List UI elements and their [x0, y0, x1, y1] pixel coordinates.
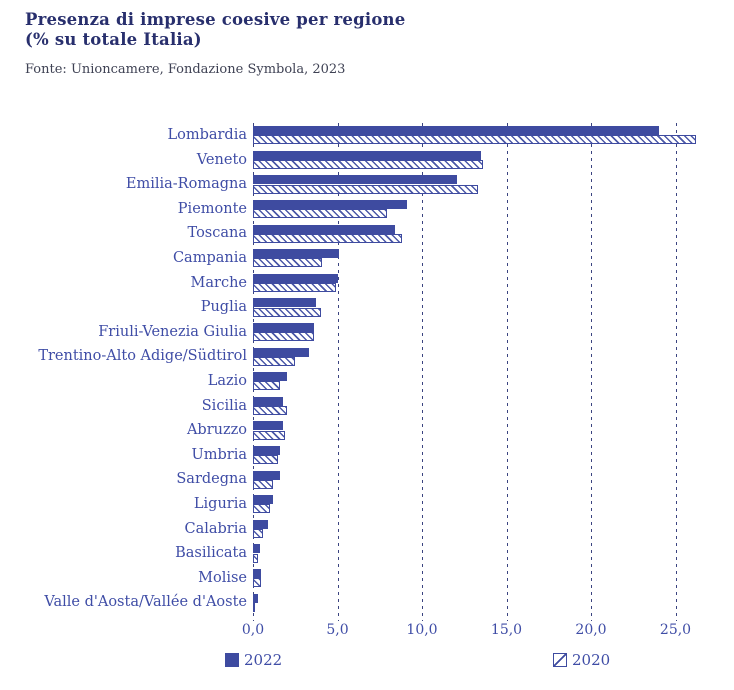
bar-2022 — [253, 445, 281, 456]
gridline-25 — [675, 123, 677, 621]
region-label: Campania — [172, 250, 247, 266]
region-label: Basilicata — [175, 545, 247, 562]
bar-2020 — [253, 184, 478, 194]
bar-2020 — [253, 479, 274, 489]
region-label: Veneto — [196, 151, 247, 168]
bar-2022 — [253, 199, 407, 210]
bar-2020 — [253, 381, 281, 391]
gridline-15 — [506, 123, 508, 621]
bar-2022 — [253, 396, 284, 406]
bar-2020 — [253, 282, 336, 293]
legend-label-2022: 2022 — [244, 651, 283, 669]
bar-2020 — [253, 553, 259, 563]
bar-2022 — [253, 126, 659, 136]
bar-2022 — [253, 273, 338, 283]
bar-2022 — [253, 249, 340, 259]
region-label: Puglia — [200, 299, 247, 316]
region-label: Toscana — [187, 225, 247, 242]
x-tick-label: 25,0 — [659, 622, 692, 638]
region-label: Lazio — [207, 373, 247, 389]
bar-2020 — [253, 578, 262, 588]
x-tick-label: 5,0 — [326, 622, 349, 638]
bar-2020 — [253, 159, 483, 170]
bar-2022 — [253, 593, 259, 603]
bar-2020 — [253, 504, 270, 514]
bar-2022 — [253, 150, 482, 160]
region-label: Sicilia — [201, 397, 247, 414]
x-tick-label: 10,0 — [406, 622, 438, 638]
bar-2022 — [253, 470, 281, 480]
bar-2022 — [253, 322, 314, 333]
bar-2020 — [253, 405, 287, 416]
bar-2022 — [253, 421, 284, 431]
region-label: Lombardia — [167, 127, 247, 143]
region-label: Trentino-Alto Adige/Südtirol — [38, 348, 247, 365]
x-tick-label: 20,0 — [575, 622, 607, 638]
bar-2020 — [253, 332, 314, 342]
bar-2022 — [253, 544, 260, 554]
bar-2022 — [253, 372, 287, 382]
region-label: Liguria — [193, 496, 247, 512]
legend-item-2020: 2020 — [553, 651, 610, 669]
bar-2020 — [253, 258, 323, 268]
region-label: Sardegna — [176, 471, 247, 488]
bar-2022 — [253, 298, 316, 308]
region-label: Valle d'Aosta/Vallée d'Aoste — [44, 594, 247, 611]
bar-2020 — [253, 209, 387, 219]
region-label: Emilia-Romagna — [125, 176, 247, 193]
bar-2022 — [253, 175, 458, 185]
bar-2020 — [253, 233, 402, 243]
source-note: Fonte: Unioncamere, Fondazione Symbola, … — [25, 62, 346, 77]
chart-title-line1: Presenza di imprese coesive per regione — [25, 10, 406, 29]
region-label: Calabria — [184, 520, 247, 537]
bar-2020 — [253, 455, 279, 465]
gridline-5 — [337, 123, 339, 621]
region-label: Piemonte — [177, 200, 247, 217]
gridline-10 — [422, 123, 423, 621]
x-tick-label: 15,0 — [490, 622, 523, 638]
bar-2022 — [253, 519, 269, 529]
legend-label-2020: 2020 — [572, 651, 611, 669]
bar-2022 — [253, 568, 262, 579]
chart-title: Presenza di imprese coesive per regione … — [25, 10, 405, 50]
region-label: Umbria — [191, 446, 247, 463]
gridline-0 — [253, 123, 254, 621]
bar-2022 — [253, 495, 274, 505]
bar-2022 — [253, 224, 395, 234]
bar-2022 — [253, 347, 309, 357]
bar-2020 — [253, 528, 264, 539]
chart-title-line2: (% su totale Italia) — [25, 30, 202, 49]
bar-2020 — [253, 430, 286, 440]
bar-2020 — [253, 135, 696, 145]
x-tick-label: 0,0 — [241, 622, 265, 638]
region-label: Marche — [190, 274, 247, 291]
region-label: Molise — [198, 569, 247, 586]
region-label: Friuli-Venezia Giulia — [98, 323, 247, 340]
legend-item-2022: 2022 — [225, 651, 282, 669]
bar-2020 — [253, 356, 296, 366]
region-label: Abruzzo — [186, 422, 247, 439]
legend-swatch-2020 — [553, 653, 567, 667]
bar-2020 — [253, 307, 321, 317]
legend-swatch-2022 — [225, 653, 239, 667]
bar-2020 — [253, 602, 255, 612]
gridline-20 — [591, 123, 592, 621]
